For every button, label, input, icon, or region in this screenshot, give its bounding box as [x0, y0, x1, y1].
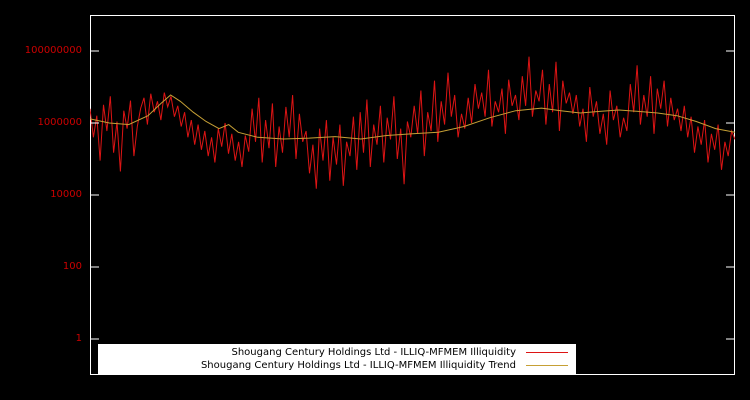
- legend-label-illiquidity: Shougang Century Holdings Ltd - ILLIQ-MF…: [231, 347, 517, 358]
- plot-border: [90, 15, 735, 375]
- y-tick-label: 100: [62, 261, 82, 272]
- plot-svg: [90, 15, 735, 375]
- legend: Shougang Century Holdings Ltd - ILLIQ-MF…: [98, 344, 576, 374]
- y-tick-label: 1000000: [37, 117, 82, 128]
- series-trend: [90, 94, 735, 140]
- series-illiquidity: [90, 56, 735, 189]
- y-tick-label: 10000: [50, 189, 82, 200]
- legend-label-trend: Shougang Century Holdings Ltd - ILLIQ-MF…: [200, 360, 516, 371]
- legend-line-trend-swatch: [526, 365, 568, 366]
- y-tick-label: 1: [75, 333, 82, 344]
- legend-line-illiquidity-swatch: [526, 352, 568, 353]
- plot-area: [90, 15, 735, 375]
- legend-row-illiquidity: Shougang Century Holdings Ltd - ILLIQ-MF…: [106, 346, 568, 359]
- legend-row-trend: Shougang Century Holdings Ltd - ILLIQ-MF…: [106, 359, 568, 372]
- y-tick-label: 100000000: [24, 45, 82, 56]
